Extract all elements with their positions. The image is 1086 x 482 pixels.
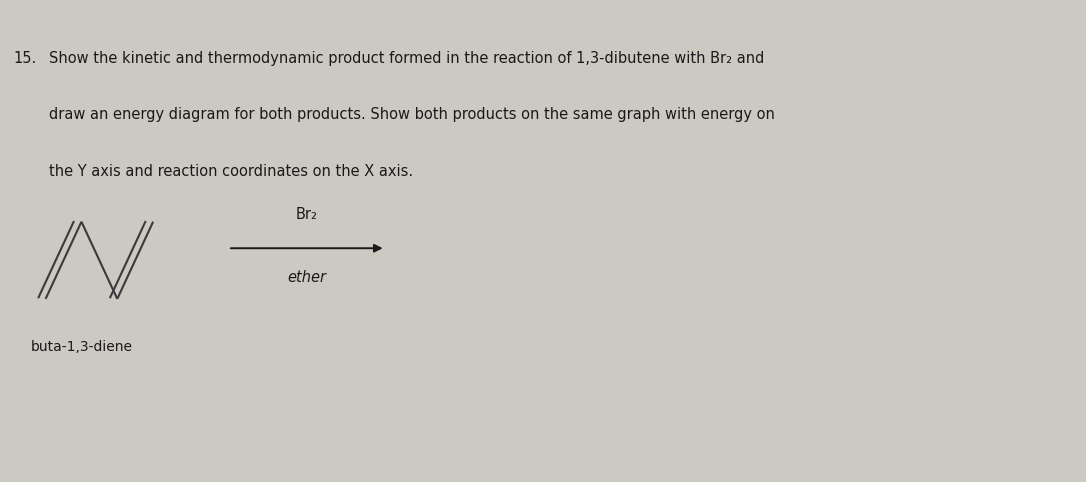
Text: the Y axis and reaction coordinates on the X axis.: the Y axis and reaction coordinates on t… [49, 164, 413, 179]
Text: buta-1,3-diene: buta-1,3-diene [30, 340, 132, 354]
Text: 15.: 15. [13, 51, 36, 66]
Text: draw an energy diagram for both products. Show both products on the same graph w: draw an energy diagram for both products… [49, 107, 774, 122]
Text: Br₂: Br₂ [295, 207, 318, 222]
Text: ether: ether [288, 270, 326, 285]
Text: Show the kinetic and thermodynamic product formed in the reaction of 1,3-dibuten: Show the kinetic and thermodynamic produ… [49, 51, 765, 66]
